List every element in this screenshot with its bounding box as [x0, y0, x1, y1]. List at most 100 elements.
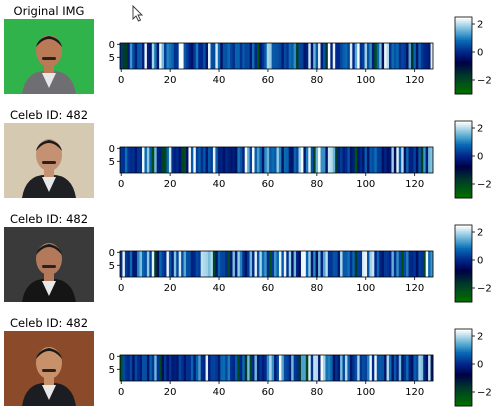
heatmap-column [327, 355, 331, 381]
heatmap-column [305, 147, 309, 173]
heatmap-column [332, 147, 336, 173]
heatmap-column [227, 147, 231, 173]
heatmap-column [222, 355, 226, 381]
heatmap-column [352, 43, 356, 69]
heatmap-column [300, 147, 304, 173]
heatmap-column [237, 43, 241, 69]
heatmap-column [379, 147, 382, 173]
x-tick-label: 0 [118, 75, 124, 86]
heatmap-column [217, 355, 221, 381]
heatmap-column [303, 147, 307, 173]
x-tick-label: 60 [262, 283, 275, 294]
heatmap-column [315, 355, 319, 381]
heatmap-column [122, 147, 126, 173]
heatmap-column [171, 251, 175, 277]
heatmap-column [298, 355, 302, 381]
heatmap-column [212, 43, 216, 69]
heatmap-column [186, 251, 189, 277]
heatmap-column [217, 43, 221, 69]
heatmap-column [410, 251, 414, 277]
heatmap-column [430, 355, 434, 381]
heatmap-column [217, 147, 221, 173]
heatmap-column [408, 251, 412, 277]
heatmap-column [330, 43, 334, 69]
x-tick-label: 40 [213, 75, 226, 86]
heatmap-column [396, 43, 400, 69]
heatmap-column [254, 147, 258, 173]
heatmap-column [261, 147, 265, 173]
heatmap-column [428, 251, 431, 277]
heatmap-column [190, 147, 194, 173]
x-tick-label: 80 [310, 179, 323, 190]
heatmap-column [357, 147, 360, 173]
heatmap-column [176, 251, 180, 277]
heatmap-column [283, 251, 287, 277]
heatmap-column [146, 147, 150, 173]
heatmap-column [300, 43, 304, 69]
heatmap-column [242, 43, 246, 69]
colorbar-tick-label: 0 [477, 48, 483, 59]
heatmap-column [247, 355, 250, 381]
heatmap-column [423, 251, 427, 277]
heatmap-column [320, 147, 324, 173]
heatmap-column [371, 147, 375, 173]
heatmap-column [386, 355, 390, 381]
x-tick-label: 20 [164, 283, 177, 294]
heatmap-column [139, 355, 143, 381]
heatmap-column [308, 251, 312, 277]
heatmap-column [208, 43, 211, 69]
x-tick-label: 120 [405, 75, 424, 86]
heatmap-column [146, 43, 150, 69]
heatmap-column [376, 147, 380, 173]
heatmap-column [352, 355, 356, 381]
heatmap-column [252, 251, 255, 277]
heatmap-column [159, 251, 162, 277]
heatmap-column [142, 251, 145, 277]
heatmap-column [127, 147, 131, 173]
heatmap-column [340, 43, 343, 69]
heatmap-column [347, 43, 351, 69]
heatmap-column [203, 43, 206, 69]
heatmap-column [261, 251, 265, 277]
x-tick-label: 80 [310, 75, 323, 86]
heatmap-column [364, 43, 368, 69]
heatmap-column [401, 355, 405, 381]
x-tick-label: 60 [262, 75, 275, 86]
heatmap-column [313, 355, 316, 381]
y-tick-label: 0 [109, 40, 115, 51]
heatmap-column [254, 251, 258, 277]
heatmap-column [171, 43, 175, 69]
heatmap-column [347, 251, 351, 277]
heatmap-column [271, 251, 275, 277]
heatmap-column [230, 251, 233, 277]
heatmap-column [154, 251, 158, 277]
heatmap-column [276, 251, 280, 277]
heatmap-column [296, 251, 299, 277]
heatmap-column [398, 147, 402, 173]
heatmap-column [178, 43, 182, 69]
heatmap-column [318, 355, 321, 381]
heatmap-column [286, 147, 290, 173]
heatmap-column [288, 43, 292, 69]
heatmap-column [252, 43, 255, 69]
heatmap-column [244, 147, 248, 173]
heatmap-column [225, 147, 228, 173]
heatmap-column [249, 251, 253, 277]
heatmap-column [210, 147, 214, 173]
heatmap-column [310, 355, 314, 381]
heatmap-column [200, 355, 204, 381]
heatmap-column [132, 251, 136, 277]
x-tick-label: 60 [262, 387, 275, 398]
face-photo [4, 123, 94, 198]
heatmap-column [313, 147, 316, 173]
heatmap-column [195, 251, 199, 277]
heatmap-column [386, 147, 390, 173]
heatmap-column [186, 43, 189, 69]
heatmap-column [335, 251, 338, 277]
heatmap-column [364, 355, 368, 381]
heatmap-column [237, 355, 241, 381]
heatmap-column [310, 147, 314, 173]
heatmap-column [124, 147, 128, 173]
x-tick-label: 100 [356, 387, 375, 398]
